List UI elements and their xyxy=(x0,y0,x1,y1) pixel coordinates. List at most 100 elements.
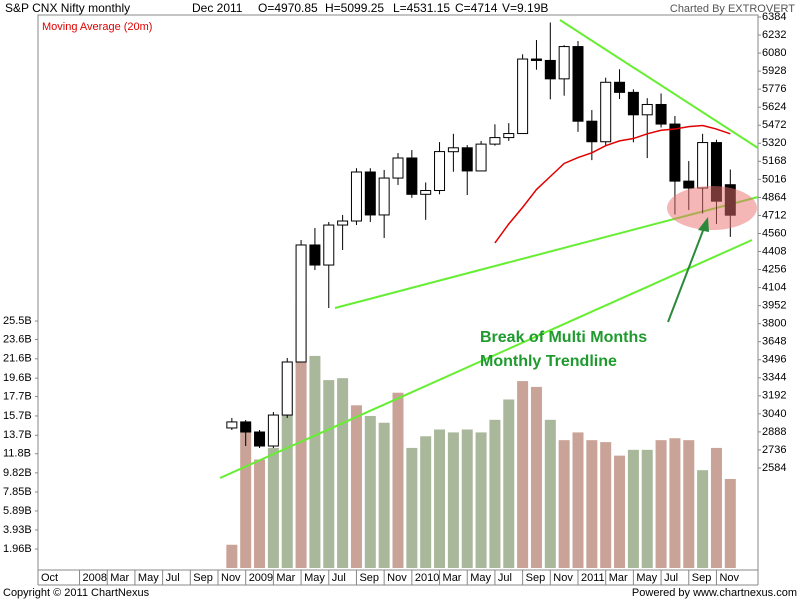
y-tick-label: 2584 xyxy=(762,462,786,474)
candle-body xyxy=(240,421,252,433)
header-volume: V=9.19B xyxy=(502,1,548,15)
x-tick-label: Jul xyxy=(664,572,678,584)
y-tick-label: 5016 xyxy=(762,173,786,185)
x-tick-label: Jul xyxy=(332,572,346,584)
x-tick-label: Mar xyxy=(276,572,295,584)
candle-body xyxy=(378,177,390,216)
y-tick-label: 4560 xyxy=(762,227,786,239)
volume-bar xyxy=(600,442,612,568)
y2-tick-label: 15.7B xyxy=(3,410,32,422)
candle-body xyxy=(669,123,681,182)
volume-bar xyxy=(461,429,473,568)
volume-bar xyxy=(530,386,542,568)
volume-bar xyxy=(267,447,279,568)
y2-tick-label: 7.85B xyxy=(3,486,32,498)
volume-bar xyxy=(226,544,238,568)
candle-body xyxy=(337,220,349,226)
x-tick-label: May xyxy=(304,572,325,584)
y-tick-label: 2736 xyxy=(762,444,786,456)
y-tick-label: 3040 xyxy=(762,408,786,420)
legend-entry: Moving Average (20m) xyxy=(42,21,152,33)
x-tick-label: Jul xyxy=(498,572,512,584)
y-tick-label: 6080 xyxy=(762,47,786,59)
volume-bar xyxy=(517,381,529,568)
volume-bar xyxy=(586,440,598,568)
volume-bar xyxy=(240,424,252,568)
moving-average-line xyxy=(494,124,731,244)
x-tick-label: May xyxy=(636,572,657,584)
volume-bar xyxy=(350,405,362,568)
annotation: Break of Multi Months xyxy=(480,329,647,346)
candle-body xyxy=(364,171,376,216)
volume-bar xyxy=(434,429,446,568)
footer-right: Powered by www.chartnexus.com xyxy=(632,587,797,599)
y-tick-label: 6384 xyxy=(762,11,786,23)
candle-body xyxy=(558,46,570,80)
volume-bar xyxy=(475,432,487,568)
annotation: Monthly Trendline xyxy=(480,353,617,370)
y-tick-label: 5928 xyxy=(762,65,786,77)
x-tick-label: Jul xyxy=(166,572,180,584)
volume-bar xyxy=(697,470,709,568)
candle-body xyxy=(406,157,418,195)
volume-bar xyxy=(254,459,266,568)
y-tick-label: 4408 xyxy=(762,245,786,257)
volume-bar xyxy=(309,355,321,568)
candle-body xyxy=(434,151,446,192)
footer-left: Copyright © 2011 ChartNexus xyxy=(3,587,150,599)
volume-bar xyxy=(378,422,390,568)
y-tick-label: 5168 xyxy=(762,155,786,167)
highlight-ellipse xyxy=(667,186,757,230)
volume-bar xyxy=(710,447,722,568)
y-tick-label: 3192 xyxy=(762,390,786,402)
x-tick-label: Mar xyxy=(443,572,462,584)
candle-body xyxy=(267,414,279,447)
volume-bar xyxy=(558,440,570,568)
y-tick-label: 4256 xyxy=(762,263,786,275)
volume-layer xyxy=(226,301,736,568)
credit: Charted By EXTROVERT xyxy=(670,3,795,15)
arrow xyxy=(667,227,705,323)
candle-body xyxy=(503,133,515,139)
candle-body xyxy=(350,171,362,222)
x-tick-label: Oct xyxy=(41,572,58,584)
candle-body xyxy=(447,147,459,153)
x-tick-label: Nov xyxy=(387,572,407,584)
candle-body xyxy=(392,157,404,179)
volume-bar xyxy=(295,301,307,568)
candle-body xyxy=(627,91,639,116)
candle-body xyxy=(254,431,266,447)
y2-tick-label: 13.7B xyxy=(3,429,32,441)
volume-bar xyxy=(641,449,653,568)
x-tick-label: 2009 xyxy=(249,572,273,584)
candle-body xyxy=(489,137,501,145)
x-tick-label: May xyxy=(470,572,491,584)
header-open: O=4970.85 xyxy=(258,1,318,15)
volume-bar xyxy=(572,432,584,568)
y2-tick-label: 23.6B xyxy=(3,333,32,345)
y-tick-label: 5624 xyxy=(762,101,786,113)
y2-tick-label: 5.89B xyxy=(3,505,32,517)
volume-bar xyxy=(337,378,349,568)
volume-bar xyxy=(655,440,667,568)
x-tick-label: Sep xyxy=(193,572,213,584)
candle-body xyxy=(281,361,293,416)
y2-tick-label: 1.96B xyxy=(3,543,32,555)
volume-bar xyxy=(614,455,626,568)
y-tick-label: 3800 xyxy=(762,318,786,330)
volume-bar xyxy=(503,399,515,568)
x-tick-label: Nov xyxy=(221,572,241,584)
volume-bar xyxy=(447,432,459,568)
y-tick-label: 4864 xyxy=(762,191,786,203)
y2-tick-label: 9.82B xyxy=(3,467,32,479)
y2-tick-label: 25.5B xyxy=(3,315,32,327)
y-tick-label: 5472 xyxy=(762,119,786,131)
candle-body xyxy=(641,103,653,116)
y-tick-label: 5320 xyxy=(762,137,786,149)
candle-body xyxy=(655,103,667,125)
candle-body xyxy=(309,244,321,266)
header-low: L=4531.15 xyxy=(393,1,450,15)
y2-tick-label: 3.93B xyxy=(3,524,32,536)
volume-bar xyxy=(281,361,293,568)
